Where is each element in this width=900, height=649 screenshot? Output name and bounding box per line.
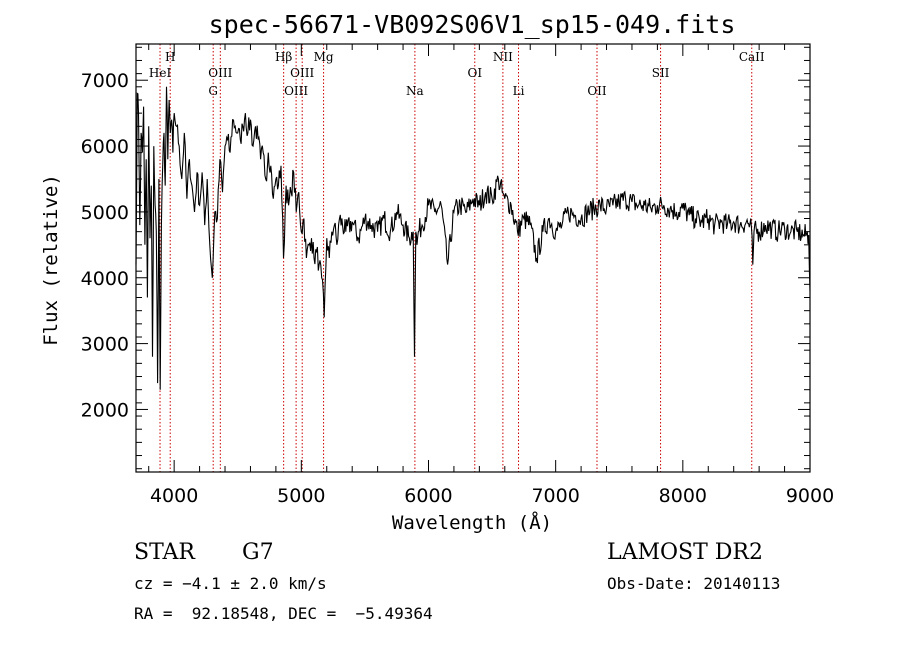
- spectral-line-label: OII: [587, 84, 607, 98]
- spectral-line-label: G: [208, 84, 218, 98]
- spectral-line-label: OIII: [290, 66, 314, 80]
- spectral-line-label: OI: [467, 66, 482, 80]
- spectral-line-label: Na: [406, 84, 424, 98]
- y-tick-label: 4000: [81, 268, 129, 290]
- x-axis-ticks: 4000 5000 6000 7000 8000 9000: [148, 44, 834, 507]
- x-tick-label: 7000: [531, 485, 579, 507]
- spectral-line-label: H: [165, 50, 175, 64]
- spectral-line-label: Hβ: [275, 50, 292, 64]
- spectral-line-label: SII: [652, 66, 670, 80]
- object-type: STAR: [134, 540, 195, 565]
- spectral-line-label: Mg: [314, 50, 334, 64]
- coordinates-text: RA = 92.18548, DEC = −5.49364: [134, 604, 433, 623]
- y-tick-label: 5000: [81, 202, 129, 224]
- redshift-text: cz = −4.1 ± 2.0 km/s: [134, 574, 327, 593]
- spectral-line-label: HeI: [149, 66, 172, 80]
- y-tick-label: 3000: [81, 334, 129, 356]
- x-tick-label: 6000: [404, 485, 452, 507]
- observation-date: Obs-Date: 20140113: [607, 574, 781, 593]
- spectral-line-label: Li: [513, 84, 525, 98]
- chart-title: spec-56671-VB092S06V1_sp15-049.fits: [209, 10, 736, 39]
- y-tick-label: 6000: [81, 136, 129, 158]
- x-tick-label: 4000: [150, 485, 198, 507]
- spectral-line-label: CaII: [739, 50, 765, 64]
- spectral-line-label: OIII: [208, 66, 232, 80]
- survey-name: LAMOST DR2: [607, 540, 763, 565]
- spectral-line-markers: [159, 44, 753, 472]
- spectral-subclass: G7: [242, 540, 274, 565]
- spectrum-line: [135, 86, 811, 390]
- x-axis-label: Wavelength (Å): [392, 511, 552, 534]
- y-axis-label: Flux (relative): [40, 174, 62, 346]
- spectral-line-label: NII: [493, 50, 513, 64]
- y-axis-ticks: 2000 3000 4000 5000 6000 7000: [81, 46, 810, 470]
- plot-frame: [135, 43, 811, 473]
- spectral-line-label: OIII: [284, 84, 308, 98]
- y-tick-label: 2000: [81, 399, 129, 421]
- spectrum-series: [135, 86, 811, 390]
- x-tick-label: 8000: [659, 485, 707, 507]
- x-tick-label: 5000: [277, 485, 325, 507]
- y-tick-label: 7000: [81, 70, 129, 92]
- x-tick-label: 9000: [786, 485, 834, 507]
